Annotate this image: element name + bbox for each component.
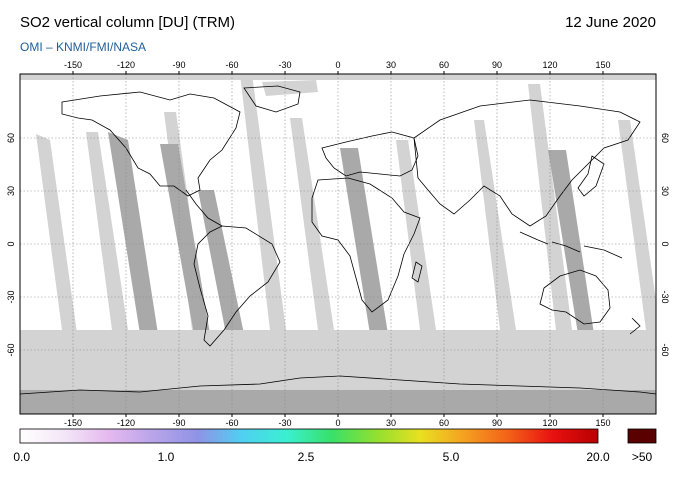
lon-tick-label-top: -90 [172, 60, 185, 70]
lon-tick-label-bottom: 90 [492, 418, 502, 428]
lon-tick-label-top: -120 [117, 60, 135, 70]
lon-tick-label-bottom: 120 [542, 418, 557, 428]
lat-tick-label-left: 0 [6, 241, 16, 246]
lon-tick-label-bottom: -120 [117, 418, 135, 428]
axis-ticks: -150 -150 -120 -120 -90 -90 -60 -60 -30 -30 0 0 30 30… [6, 60, 670, 428]
lon-tick-label-top: 120 [542, 60, 557, 70]
lat-tick-label-left: -30 [6, 290, 16, 303]
lon-tick-label-bottom: 150 [595, 418, 610, 428]
colorbar-over-label: >50 [631, 450, 653, 464]
lon-tick-label-bottom: -90 [172, 418, 185, 428]
lat-tick-label-right: 0 [660, 241, 670, 246]
colorbar-over-swatch [627, 428, 657, 444]
lat-tick-label-right: -30 [660, 290, 670, 303]
lat-tick-label-right: -60 [660, 343, 670, 356]
lon-tick-label-top: 30 [386, 60, 396, 70]
lat-tick-label-left: -60 [6, 343, 16, 356]
lat-tick-label-left: 30 [6, 186, 16, 196]
colorbar-label: 1.0 [157, 450, 175, 464]
lat-tick-label-right: 60 [660, 133, 670, 143]
lon-tick-label-top: -30 [278, 60, 291, 70]
coastlines [20, 85, 656, 395]
colorbar-label: 20.0 [586, 450, 610, 464]
lon-tick-label-bottom: 30 [386, 418, 396, 428]
lon-tick-label-top: 90 [492, 60, 502, 70]
date-label: 12 June 2020 [565, 14, 656, 31]
page-title: SO2 vertical column [DU] (TRM) [20, 14, 236, 31]
lon-tick-label-bottom: 60 [439, 418, 449, 428]
lon-tick-label-bottom: 0 [335, 418, 340, 428]
lat-tick-label-left: 60 [6, 133, 16, 143]
lon-tick-label-top: 60 [439, 60, 449, 70]
colorbar-label: 0.0 [13, 450, 31, 464]
lon-tick-label-bottom: -60 [225, 418, 238, 428]
source-credit: OMI – KNMI/FMI/NASA [20, 40, 147, 54]
lon-tick-label-top: -150 [64, 60, 82, 70]
colorbar [19, 428, 657, 444]
lat-tick-label-right: 30 [660, 186, 670, 196]
lon-tick-label-bottom: -150 [64, 418, 82, 428]
lon-tick-label-top: -60 [225, 60, 238, 70]
lon-tick-label-top: 0 [335, 60, 340, 70]
graticule [20, 74, 656, 414]
colorbar-label: 5.0 [442, 450, 460, 464]
lon-tick-label-bottom: -30 [278, 418, 291, 428]
lon-tick-label-top: 150 [595, 60, 610, 70]
map-area [20, 74, 656, 414]
colorbar-label: 2.5 [297, 450, 315, 464]
orbit-stripes [108, 132, 594, 334]
colorbar-gradient [19, 428, 599, 444]
